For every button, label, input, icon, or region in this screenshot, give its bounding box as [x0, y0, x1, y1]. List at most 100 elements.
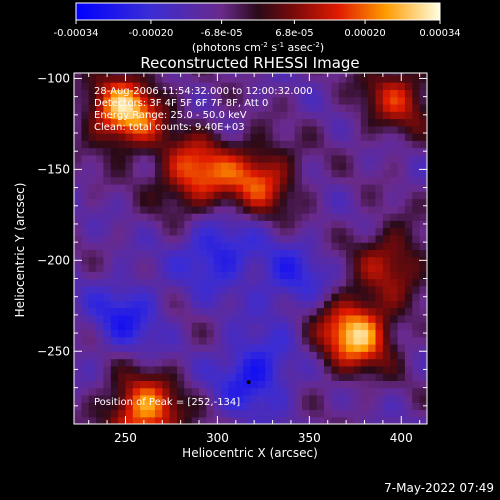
- heatmap-cell: [412, 234, 421, 243]
- heatmap-cell: [294, 198, 303, 207]
- heatmap-cell: [360, 249, 369, 258]
- heatmap-cell: [74, 394, 82, 403]
- heatmap-cell: [221, 329, 230, 338]
- heatmap-cell: [287, 191, 296, 200]
- heatmap-cell: [346, 96, 355, 105]
- heatmap-cell: [169, 147, 178, 156]
- heatmap-cell: [265, 162, 274, 170]
- heatmap-cell: [177, 402, 185, 411]
- heatmap-cell: [243, 278, 252, 287]
- heatmap-cell: [302, 387, 310, 396]
- heatmap-cell: [140, 351, 149, 360]
- heatmap-cell: [360, 394, 369, 403]
- heatmap-cell: [228, 416, 237, 424]
- heatmap-cell: [257, 74, 266, 83]
- heatmap-cell: [162, 227, 171, 236]
- heatmap-cell: [191, 373, 200, 381]
- heatmap-cell: [191, 118, 200, 127]
- heatmap-cell: [103, 191, 112, 200]
- heatmap-cell: [390, 307, 399, 316]
- heatmap-cell: [96, 147, 105, 156]
- heatmap-cell: [206, 365, 215, 374]
- heatmap-cell: [125, 125, 134, 134]
- heatmap-cell: [412, 409, 421, 418]
- heatmap-cell: [228, 322, 237, 331]
- heatmap-cell: [353, 394, 362, 403]
- heatmap-cell: [279, 133, 288, 141]
- heatmap-cell: [324, 307, 332, 316]
- heatmap-cell: [169, 314, 178, 323]
- heatmap-cell: [184, 322, 193, 331]
- heatmap-cell: [397, 351, 406, 360]
- heatmap-cell: [375, 416, 384, 424]
- heatmap-cell: [397, 271, 406, 280]
- heatmap-cell: [125, 402, 134, 411]
- heatmap-cell: [154, 227, 163, 236]
- heatmap-cell: [118, 183, 127, 192]
- heatmap-cell: [125, 358, 134, 367]
- heatmap-cell: [125, 344, 134, 352]
- heatmap-cell: [235, 278, 244, 287]
- heatmap-cell: [272, 96, 281, 105]
- heatmap-cell: [110, 373, 119, 381]
- heatmap-cell: [235, 322, 244, 331]
- heatmap-cell: [353, 242, 362, 250]
- heatmap-cell: [162, 73, 171, 76]
- heatmap-cell: [88, 234, 97, 243]
- heatmap-cell: [331, 73, 340, 76]
- heatmap-cell: [140, 176, 149, 185]
- heatmap-cell: [302, 307, 310, 316]
- heatmap-cell: [257, 205, 266, 214]
- heatmap-cell: [228, 162, 237, 170]
- heatmap-cell: [265, 118, 274, 127]
- heatmap-cell: [103, 140, 112, 149]
- heatmap-cell: [316, 198, 325, 207]
- heatmap-cell: [382, 351, 391, 360]
- heatmap-cell: [103, 133, 112, 141]
- heatmap-cell: [404, 358, 413, 367]
- heatmap-cell: [74, 213, 82, 221]
- x-tick-label: 350: [298, 431, 321, 445]
- heatmap-cell: [397, 387, 406, 396]
- heatmap-cell: [235, 89, 244, 98]
- heatmap-cell: [331, 373, 340, 381]
- heatmap-cell: [272, 293, 281, 301]
- heatmap-cell: [265, 416, 274, 424]
- heatmap-cell: [110, 314, 119, 323]
- heatmap-cell: [250, 147, 259, 156]
- heatmap-cell: [206, 314, 215, 323]
- heatmap-cell: [191, 285, 200, 294]
- heatmap-cell: [331, 344, 340, 352]
- heatmap-cell: [257, 176, 266, 185]
- heatmap-cell: [257, 351, 266, 360]
- heatmap-cell: [221, 264, 230, 272]
- heatmap-cell: [228, 220, 237, 229]
- heatmap-cell: [147, 89, 156, 98]
- heatmap-cell: [154, 198, 163, 207]
- heatmap-cell: [338, 387, 347, 396]
- heatmap-cell: [404, 111, 413, 120]
- heatmap-cell: [257, 329, 266, 338]
- heatmap-cell: [228, 249, 237, 258]
- heatmap-cell: [368, 140, 377, 149]
- heatmap-cell: [287, 213, 296, 221]
- heatmap-cell: [353, 293, 362, 301]
- heatmap-cell: [147, 111, 156, 120]
- heatmap-cell: [199, 162, 207, 170]
- heatmap-cell: [169, 264, 178, 272]
- heatmap-cell: [154, 409, 163, 418]
- plot-frame: [73, 72, 428, 425]
- heatmap-cell: [390, 73, 399, 76]
- heatmap-cell: [140, 307, 149, 316]
- heatmap-cell: [360, 293, 369, 301]
- heatmap-cell: [316, 264, 325, 272]
- heatmap-cell: [346, 293, 355, 301]
- heatmap-cell: [199, 96, 207, 105]
- heatmap-cell: [140, 82, 149, 90]
- heatmap-cell: [279, 264, 288, 272]
- heatmap-cell: [397, 125, 406, 134]
- heatmap-cell: [199, 387, 207, 396]
- heatmap-cell: [184, 307, 193, 316]
- heatmap-cell: [279, 278, 288, 287]
- heatmap-cell: [147, 322, 156, 331]
